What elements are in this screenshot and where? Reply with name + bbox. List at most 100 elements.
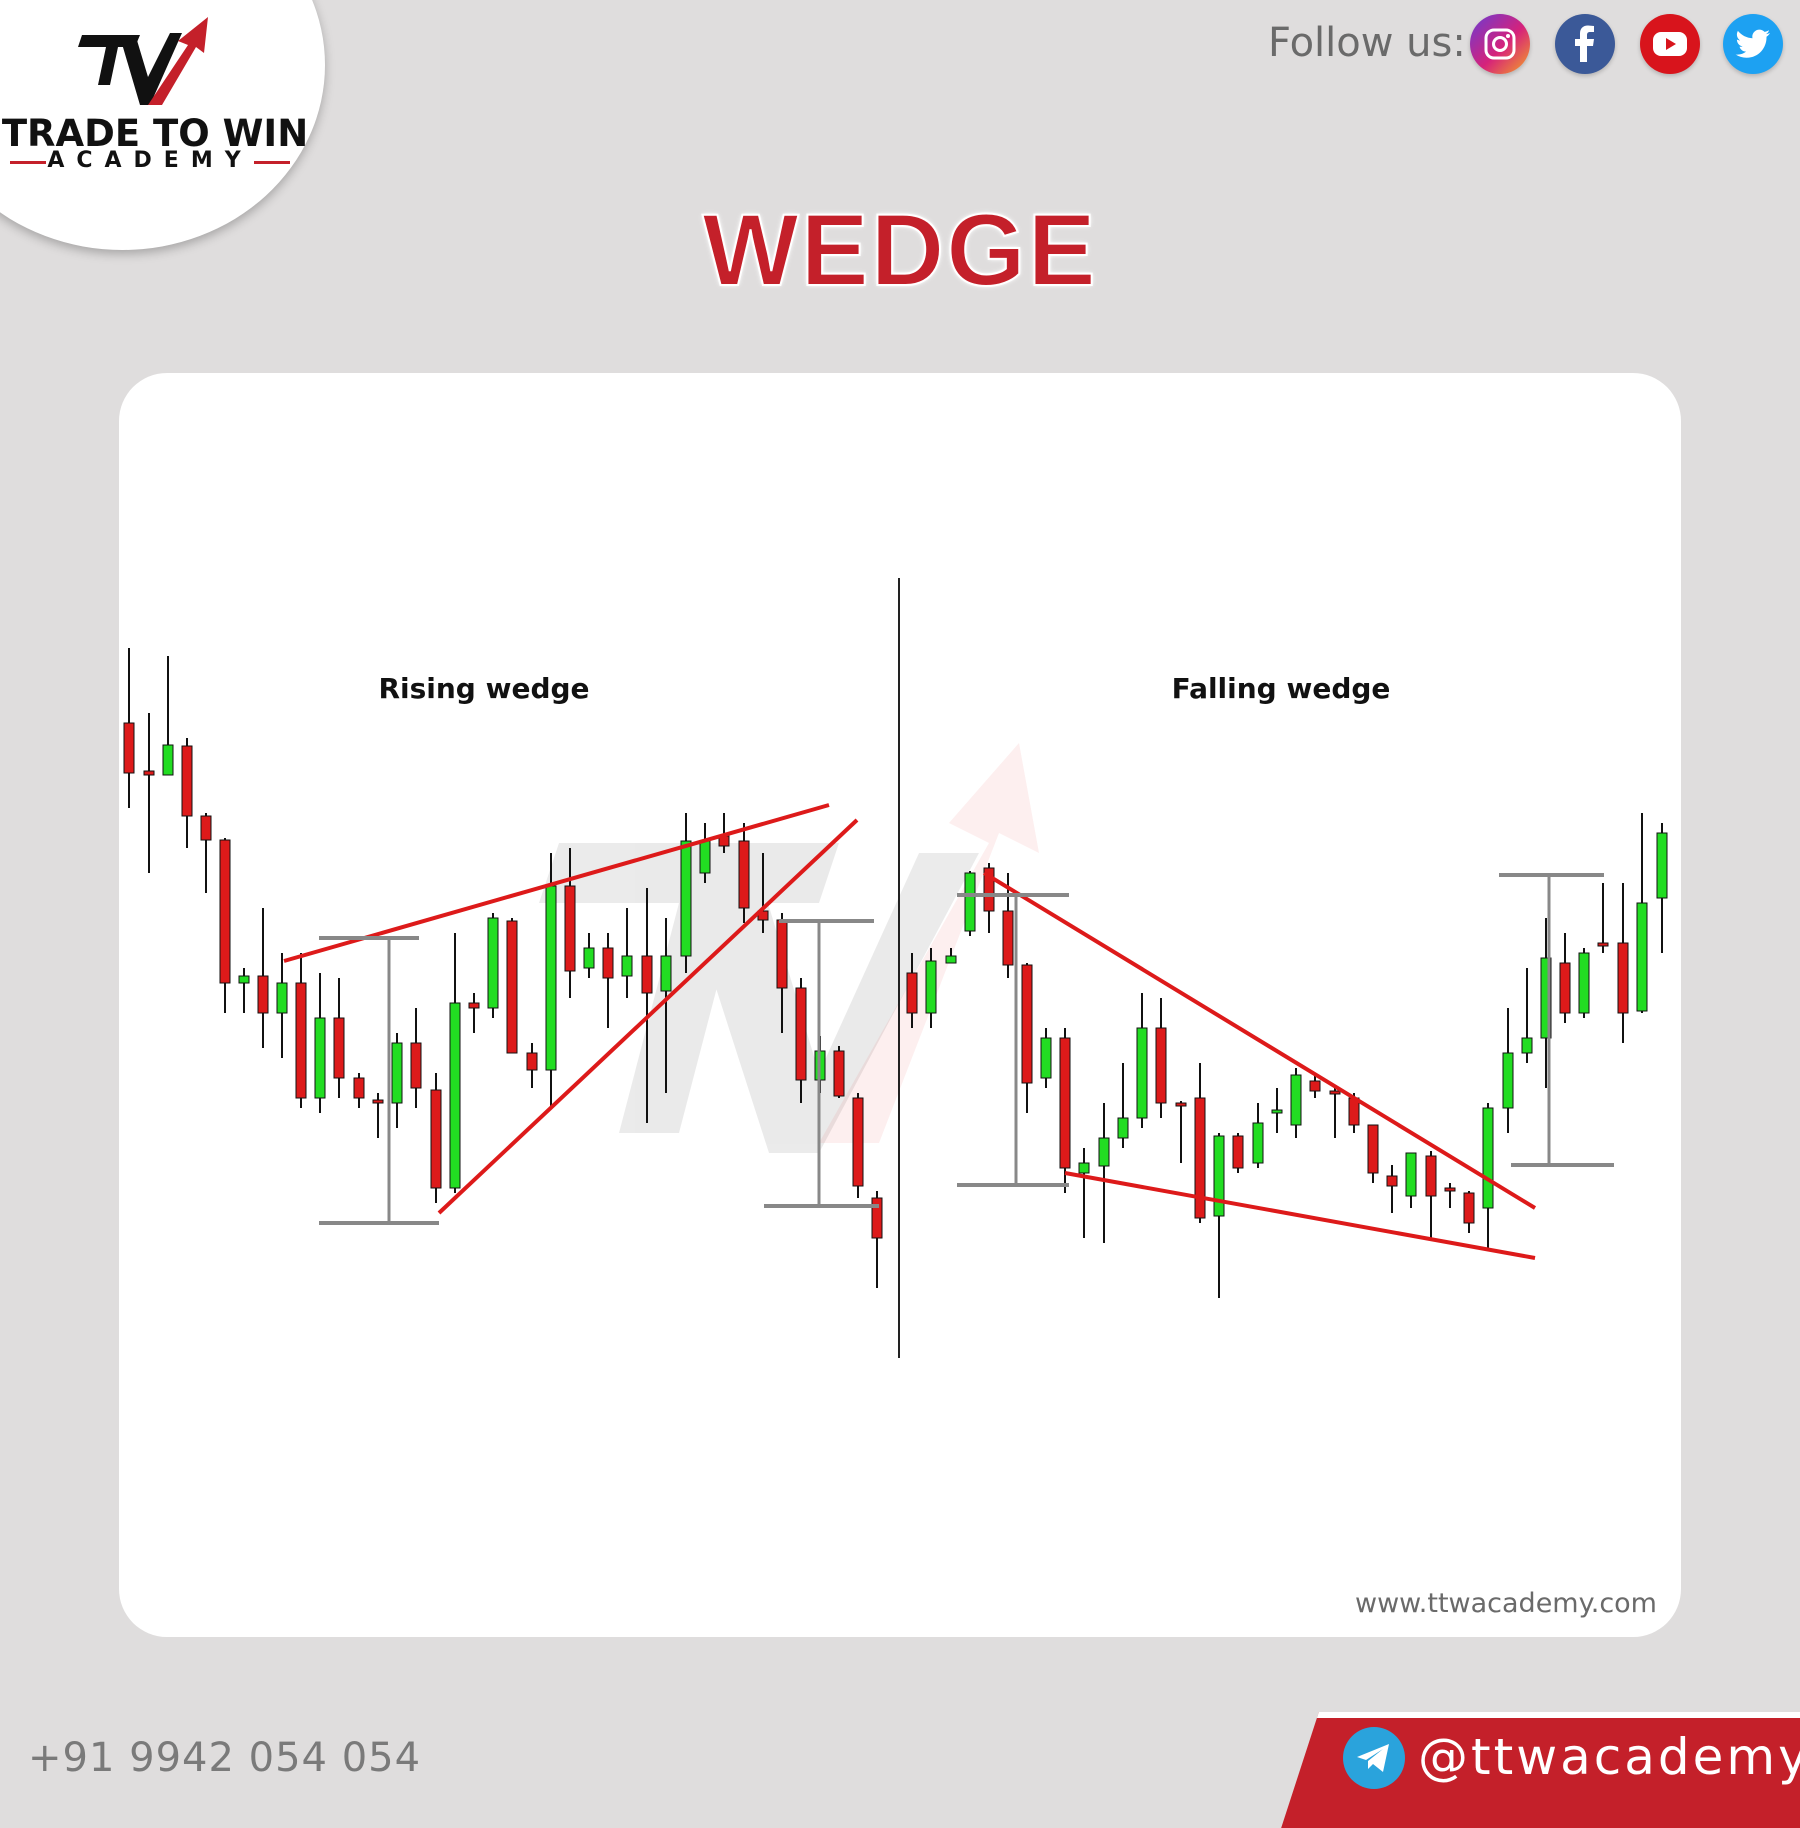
youtube-icon[interactable] — [1640, 14, 1700, 74]
website-url: www.ttwacademy.com — [1355, 1588, 1657, 1619]
candle-body — [1502, 1052, 1514, 1109]
candlestick — [680, 813, 692, 973]
candlestick — [487, 913, 499, 1018]
candle-body — [1002, 910, 1014, 966]
falling-wedge-lower-trendline — [1064, 1171, 1536, 1260]
candlestick — [1559, 933, 1571, 1023]
social-handle[interactable]: @ttwacademy — [1418, 1728, 1800, 1786]
candle-body — [1617, 942, 1629, 1014]
candlestick — [925, 948, 937, 1028]
rising-wedge-label: Rising wedge — [378, 672, 589, 705]
candle-body — [1367, 1124, 1379, 1174]
candle-body — [1021, 964, 1033, 1084]
candle-body — [545, 885, 557, 1071]
candlestick — [276, 953, 288, 1058]
candlestick — [621, 908, 633, 998]
candlestick — [964, 871, 976, 936]
candle-body — [1232, 1135, 1244, 1169]
candle-body — [1578, 952, 1590, 1014]
candle-body — [219, 839, 231, 984]
candle-body — [372, 1099, 384, 1104]
candlestick — [333, 978, 345, 1098]
candlestick — [641, 888, 653, 1123]
candlestick — [1521, 968, 1533, 1063]
candle-body — [906, 972, 918, 1014]
candle-body — [1213, 1135, 1225, 1217]
candle-body — [1636, 902, 1648, 1012]
facebook-icon[interactable] — [1555, 14, 1615, 74]
candlestick — [1252, 1103, 1264, 1168]
falling-wedge-upper-trendline — [982, 871, 1537, 1210]
candle-body — [162, 744, 174, 776]
instagram-icon[interactable] — [1470, 14, 1530, 74]
phone-number: +91 9942 054 054 — [28, 1735, 422, 1781]
candle-body — [1405, 1152, 1417, 1197]
candle-body — [430, 1089, 442, 1189]
candlestick — [1271, 1088, 1283, 1133]
candlestick — [1040, 1028, 1052, 1088]
candle-body — [526, 1052, 538, 1071]
candle-body — [776, 919, 788, 989]
candle-body — [983, 867, 995, 912]
candle-body — [200, 815, 212, 841]
candle-body — [964, 872, 976, 932]
candle-body — [1098, 1137, 1110, 1167]
telegram-icon[interactable] — [1343, 1727, 1405, 1789]
follow-label: Follow us: — [1268, 20, 1466, 66]
candlestick — [410, 1008, 422, 1108]
candlestick — [660, 918, 672, 1093]
candlestick — [1232, 1133, 1244, 1173]
page-title: WEDGE — [701, 192, 1098, 308]
candlestick — [1656, 823, 1668, 953]
candle-body — [314, 1017, 326, 1099]
candlestick — [1059, 1028, 1071, 1193]
candlestick — [430, 1073, 442, 1203]
candle-body — [1463, 1192, 1475, 1224]
candle-body — [1271, 1109, 1283, 1114]
candle-body — [699, 840, 711, 874]
candlestick — [1078, 1148, 1090, 1238]
candle-body — [1175, 1102, 1187, 1107]
candle-body — [1252, 1122, 1264, 1164]
candle-body — [1290, 1074, 1302, 1126]
candlestick — [219, 838, 231, 1013]
candlestick — [162, 656, 174, 776]
candle-body — [123, 722, 135, 774]
candlestick — [1444, 1183, 1456, 1208]
candle-body — [871, 1197, 883, 1239]
candlestick — [238, 968, 250, 1013]
candle-body — [660, 955, 672, 992]
candlestick — [143, 713, 155, 873]
candlestick — [833, 1046, 845, 1098]
candlestick — [1502, 1008, 1514, 1133]
candle-body — [1482, 1107, 1494, 1209]
candle-body — [925, 960, 937, 1014]
wedge-diagram: Rising wedge Falling wedge — [123, 578, 1668, 1358]
candlestick — [181, 738, 193, 848]
candle-body — [181, 745, 193, 817]
twitter-icon[interactable] — [1723, 14, 1783, 74]
candlestick — [1213, 1133, 1225, 1298]
candlestick — [852, 1093, 864, 1198]
candlestick — [1578, 948, 1590, 1018]
candle-body — [945, 955, 957, 964]
brand-name: TRADE TO WIN — [1, 112, 309, 155]
candle-body — [506, 920, 518, 1054]
candle-body — [143, 770, 155, 776]
candlestick — [1540, 918, 1552, 1088]
candlestick — [123, 648, 135, 808]
candlestick — [1367, 1124, 1379, 1183]
candlestick — [1386, 1165, 1398, 1213]
rising-wedge-upper-trendline — [283, 803, 830, 963]
candle-body — [795, 987, 807, 1081]
candle-body — [564, 885, 576, 972]
candle-body — [641, 955, 653, 994]
candle-body — [833, 1050, 845, 1097]
candlestick — [1175, 1101, 1187, 1163]
candlestick — [1290, 1068, 1302, 1138]
candle-body — [1059, 1037, 1071, 1169]
candlestick — [602, 933, 614, 1028]
candlestick — [564, 848, 576, 998]
candlestick — [1405, 1152, 1417, 1208]
candlestick — [906, 953, 918, 1028]
